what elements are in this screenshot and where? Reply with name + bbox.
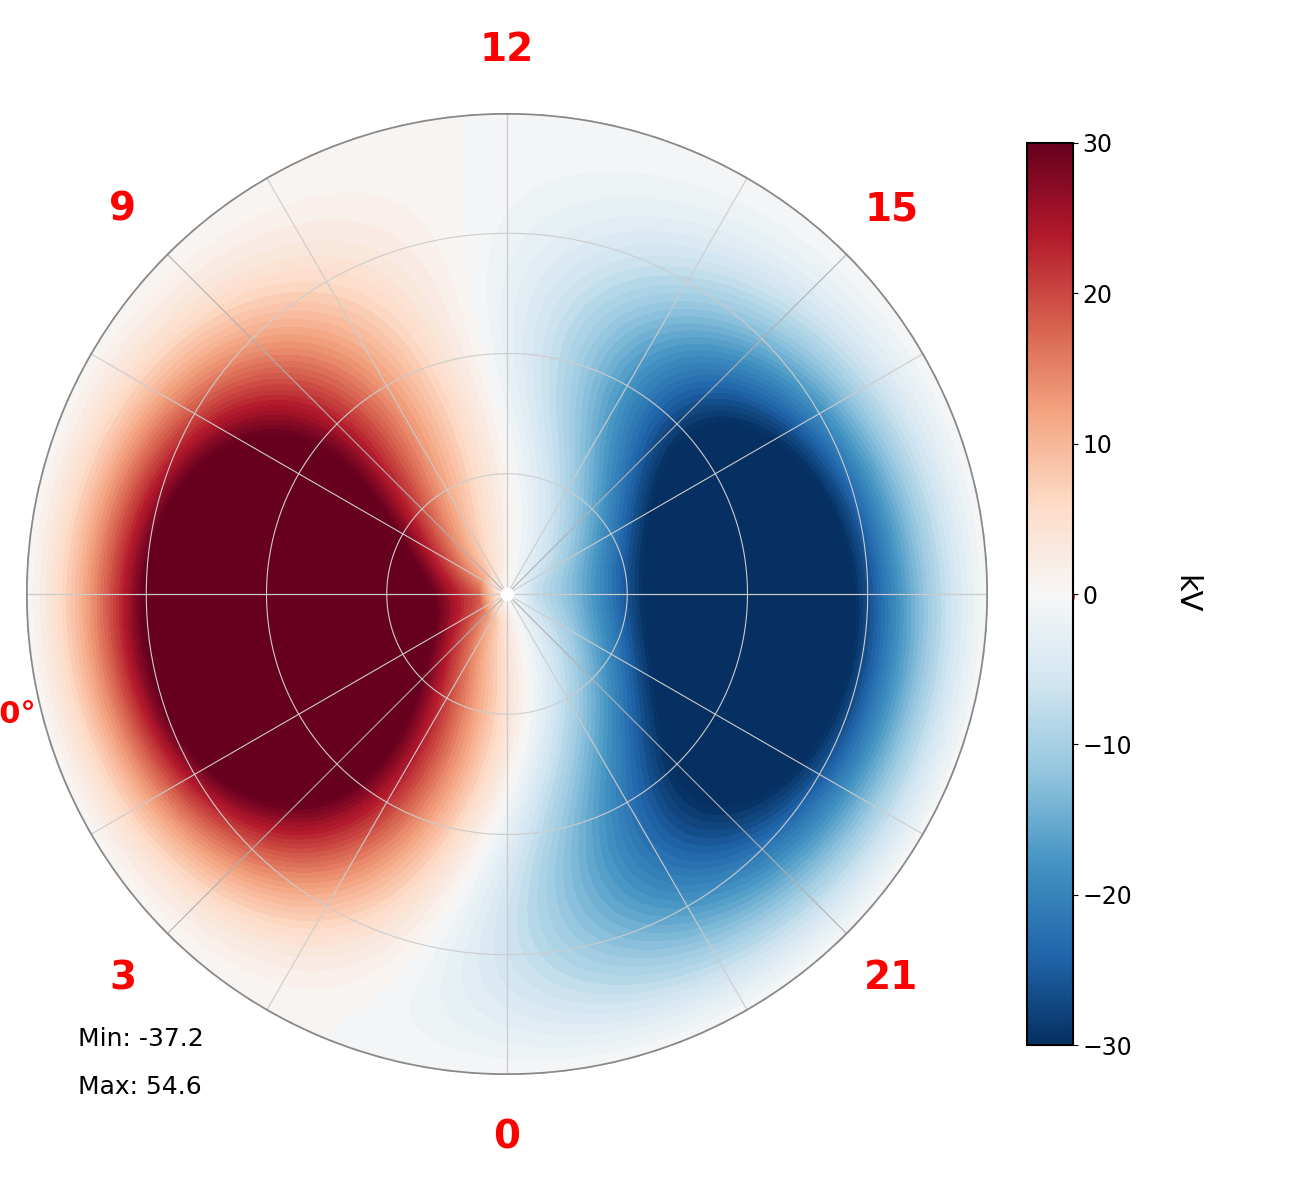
Text: 9: 9 <box>109 190 136 228</box>
Text: 0: 0 <box>494 1119 520 1157</box>
Text: 15: 15 <box>864 190 918 228</box>
Text: 3: 3 <box>109 960 136 998</box>
Text: Min: -37.2: Min: -37.2 <box>78 1028 204 1051</box>
Text: kV: kV <box>1171 575 1201 613</box>
Text: Max: 54.6: Max: 54.6 <box>78 1075 202 1099</box>
Text: 18: 18 <box>1023 575 1078 613</box>
Text: 12: 12 <box>480 31 534 69</box>
Text: 21: 21 <box>864 960 919 998</box>
Text: 50°: 50° <box>0 700 36 728</box>
